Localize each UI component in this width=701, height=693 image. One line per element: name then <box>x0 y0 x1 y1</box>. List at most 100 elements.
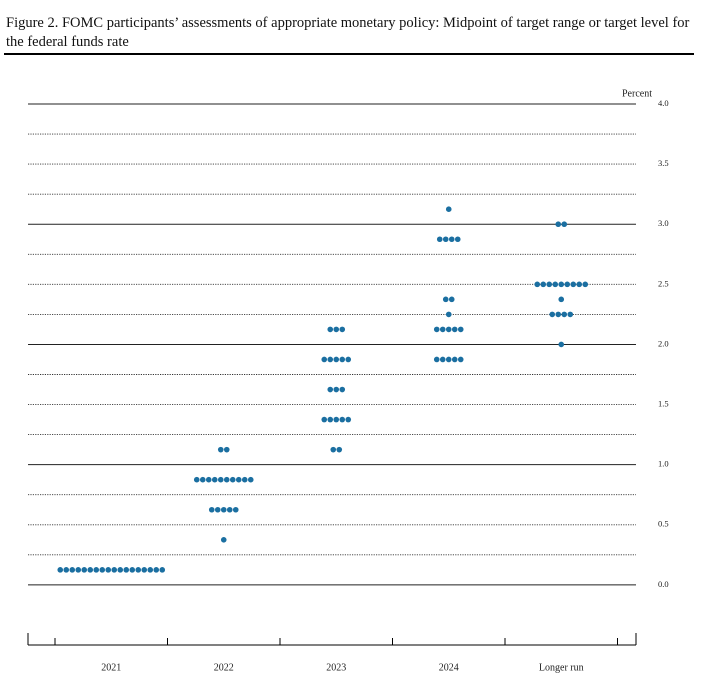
dot <box>159 567 166 573</box>
dot <box>123 567 130 573</box>
dot <box>546 281 553 288</box>
x-tick-label: 2022 <box>214 662 234 673</box>
dot <box>327 356 334 363</box>
dot <box>220 537 227 543</box>
dot <box>141 567 148 573</box>
dot <box>442 236 449 243</box>
dot <box>211 476 218 483</box>
dot <box>199 476 206 483</box>
dot <box>558 281 565 288</box>
dot <box>81 567 88 573</box>
dot <box>436 236 443 243</box>
y-tick-label: 1.5 <box>658 399 669 409</box>
dot <box>223 446 230 453</box>
dot <box>451 326 458 333</box>
dot <box>235 476 242 483</box>
y-tick-label: 3.5 <box>658 158 669 168</box>
dot <box>345 416 352 423</box>
dot <box>445 311 452 318</box>
dot <box>57 567 64 573</box>
dot <box>63 567 70 573</box>
dot <box>247 476 254 483</box>
dot <box>445 206 452 212</box>
dot <box>439 326 446 333</box>
dot <box>534 281 541 288</box>
dot <box>321 416 328 423</box>
dot <box>339 326 346 333</box>
dot <box>241 476 248 483</box>
dot <box>333 356 340 363</box>
dot <box>229 476 236 483</box>
dot <box>540 281 547 288</box>
dot <box>558 296 565 303</box>
dot <box>208 506 215 513</box>
dot <box>330 446 337 453</box>
dot <box>445 356 452 363</box>
dot <box>558 341 565 348</box>
chart-title: Figure 2. FOMC participants’ assessments… <box>6 15 690 50</box>
dot <box>117 567 124 573</box>
dot <box>214 506 221 513</box>
dot <box>339 356 346 363</box>
x-tick-label: 2024 <box>439 662 459 673</box>
dot <box>439 356 446 363</box>
dot <box>582 281 589 288</box>
y-tick-label: 2.5 <box>658 278 669 288</box>
dot <box>445 326 452 333</box>
dot <box>345 356 352 363</box>
y-tick-label: 1.0 <box>658 459 669 469</box>
dot <box>442 296 449 303</box>
dot <box>226 506 233 513</box>
dot <box>327 326 334 333</box>
y-axis-label: Percent <box>622 88 652 99</box>
dot <box>147 567 154 573</box>
dot <box>333 326 340 333</box>
dot <box>217 446 224 453</box>
dot <box>327 386 334 393</box>
dot <box>232 506 239 513</box>
y-tick-label: 2.0 <box>658 338 669 348</box>
dot <box>321 356 328 363</box>
y-tick-label: 0.5 <box>658 519 669 529</box>
dot <box>87 567 94 573</box>
dot <box>135 567 142 573</box>
dot <box>451 356 458 363</box>
dot <box>561 311 568 318</box>
dot <box>333 386 340 393</box>
dot <box>69 567 76 573</box>
dot <box>457 326 464 333</box>
dot <box>336 446 343 453</box>
dot <box>93 567 100 573</box>
y-tick-label: 4.0 <box>658 98 669 108</box>
dot <box>570 281 577 288</box>
dot <box>193 476 200 483</box>
dot <box>576 281 583 288</box>
dot <box>217 476 224 483</box>
dot <box>433 326 440 333</box>
dot <box>448 296 455 303</box>
dot <box>333 416 340 423</box>
dot <box>433 356 440 363</box>
dot <box>448 236 455 243</box>
dot <box>561 221 568 228</box>
y-tick-label: 0.0 <box>658 579 669 589</box>
dot <box>111 567 118 573</box>
dot <box>153 567 160 573</box>
dot <box>339 416 346 423</box>
dot <box>555 221 562 228</box>
dot <box>555 311 562 318</box>
dot <box>552 281 559 288</box>
dot <box>549 311 556 318</box>
y-tick-label: 3.0 <box>658 218 669 228</box>
dot <box>205 476 212 483</box>
dot <box>564 281 571 288</box>
dot <box>454 236 461 243</box>
dot <box>105 567 112 573</box>
x-tick-label: 2023 <box>326 662 346 673</box>
dot <box>75 567 82 573</box>
x-tick-label: 2021 <box>101 662 121 673</box>
x-tick-label: Longer run <box>539 662 584 673</box>
dot <box>339 386 346 393</box>
